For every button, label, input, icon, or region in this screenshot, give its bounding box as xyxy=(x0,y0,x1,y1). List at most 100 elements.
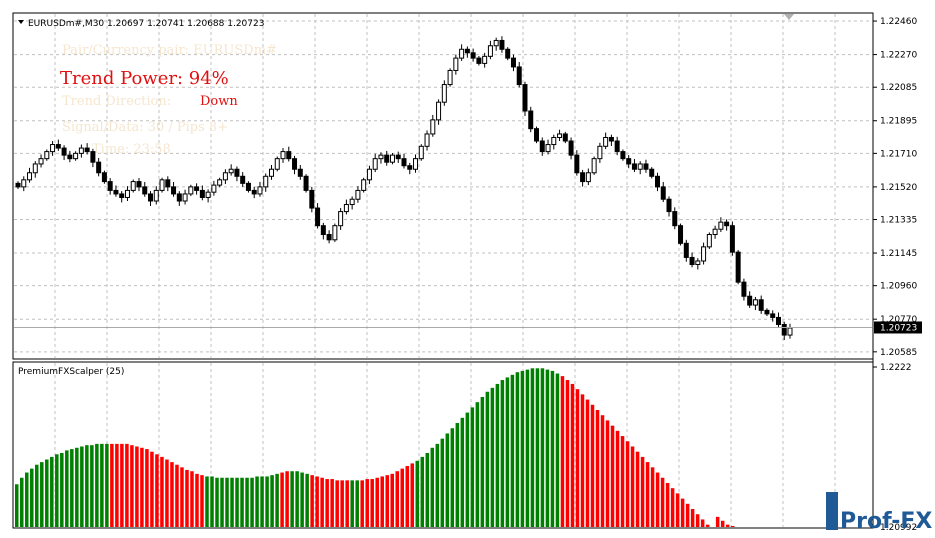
candle-body xyxy=(487,45,493,57)
candle-body xyxy=(758,299,764,311)
histogram-bar xyxy=(715,516,720,527)
histogram-bar xyxy=(50,456,54,527)
candle-body xyxy=(430,119,436,135)
candle-body xyxy=(418,145,424,160)
candle-body xyxy=(96,161,102,174)
candle-body xyxy=(217,179,223,186)
candle-body xyxy=(557,133,563,138)
histogram-bar xyxy=(35,464,39,527)
histogram-bar xyxy=(515,372,520,527)
histogram-bar xyxy=(205,476,209,527)
histogram-bar xyxy=(630,446,635,527)
price-tick-label: 1.20585 xyxy=(880,348,917,358)
chart-shift-marker-icon[interactable] xyxy=(784,14,794,20)
candle-body xyxy=(597,145,603,160)
main-grid xyxy=(14,14,872,358)
candle-body xyxy=(654,175,660,188)
candle-body xyxy=(534,128,540,142)
histogram-bar xyxy=(55,454,59,527)
histogram-bar xyxy=(145,449,149,527)
indicator-axis-labels: 1.2222 1.20992 xyxy=(873,363,917,533)
histogram-bar xyxy=(555,373,560,527)
histogram-bar xyxy=(450,428,455,527)
histogram-bar xyxy=(260,476,264,527)
histogram-bar xyxy=(490,387,495,527)
price-axis-labels: 1.22460 1.22270 1.22085 1.21895 1.21710 1.215… xyxy=(873,17,917,358)
histogram-bar xyxy=(480,396,485,527)
candle-body xyxy=(787,327,793,336)
histogram-bar xyxy=(245,477,249,527)
candle-body xyxy=(741,281,747,297)
histogram-bar xyxy=(285,471,289,527)
candle-body xyxy=(55,144,61,149)
candle-body xyxy=(372,158,378,170)
current-price-box xyxy=(874,321,922,334)
histogram-bar xyxy=(430,447,435,527)
histogram-bar xyxy=(680,498,685,527)
histogram-bar xyxy=(200,475,204,527)
histogram-bar xyxy=(95,443,99,527)
candle-body xyxy=(672,211,678,227)
histogram-bar xyxy=(440,438,445,527)
candle-body xyxy=(781,323,787,336)
candle-body xyxy=(401,158,407,167)
candle-body xyxy=(482,55,488,64)
candle-body xyxy=(562,133,568,142)
candle-body xyxy=(274,158,280,170)
candle-body xyxy=(84,147,90,153)
candle-body xyxy=(349,198,355,206)
candle-body xyxy=(343,204,349,213)
histogram-bar xyxy=(380,476,384,527)
indicator-tick-label: 1.2222 xyxy=(880,363,912,373)
candle-body xyxy=(516,66,522,86)
histogram-bar xyxy=(340,480,344,527)
histogram-bar xyxy=(395,471,399,527)
histogram-bar xyxy=(90,445,94,527)
candle-body xyxy=(245,182,251,191)
histogram-bar xyxy=(535,368,540,527)
histogram-bar xyxy=(140,447,144,527)
candle-body xyxy=(44,151,50,160)
candle-body xyxy=(119,193,125,198)
histogram-bar xyxy=(305,473,309,527)
histogram-bar xyxy=(130,445,134,527)
histogram-bar xyxy=(220,477,224,527)
candle-body xyxy=(90,151,96,163)
histogram-bar xyxy=(520,370,525,527)
histogram-bar xyxy=(590,404,595,527)
histogram-bar xyxy=(350,480,354,527)
candle-body xyxy=(211,184,217,193)
histogram-bar xyxy=(700,519,705,527)
indicator-tick-label: 1.20992 xyxy=(880,523,917,533)
histogram-bar xyxy=(65,450,69,527)
candle-body xyxy=(234,168,240,177)
candle-body xyxy=(470,52,476,59)
histogram-bar xyxy=(530,368,535,527)
candle-body xyxy=(251,189,257,195)
candle-body xyxy=(493,39,499,47)
candle-body xyxy=(182,193,188,202)
candle-body xyxy=(666,198,672,213)
candle-body xyxy=(384,154,390,163)
histogram-bar xyxy=(25,472,29,527)
histogram-bar xyxy=(160,456,164,527)
menu-triangle-icon[interactable] xyxy=(18,20,24,24)
candle-body xyxy=(355,189,361,200)
histogram-bar xyxy=(290,471,294,527)
candle-body xyxy=(263,175,269,188)
candle-body xyxy=(695,260,701,266)
histogram-bar xyxy=(185,469,189,527)
histogram-bar xyxy=(595,409,600,527)
price-tick-label: 1.21145 xyxy=(880,249,917,259)
candle-body xyxy=(620,151,626,160)
logo-text: Prof-FX xyxy=(840,509,932,534)
candle-body xyxy=(32,163,38,174)
histogram-bar xyxy=(550,370,555,527)
candle-body xyxy=(637,163,643,170)
histogram-bar xyxy=(575,389,580,527)
overlay-pair-line: Pair/Currency pair: EURUSDm# xyxy=(62,43,277,58)
price-tick-label: 1.22085 xyxy=(880,83,917,93)
indicator-label: PremiumFXScalper (25) xyxy=(18,367,124,377)
candle-body xyxy=(113,189,119,195)
candle-body xyxy=(142,186,148,195)
